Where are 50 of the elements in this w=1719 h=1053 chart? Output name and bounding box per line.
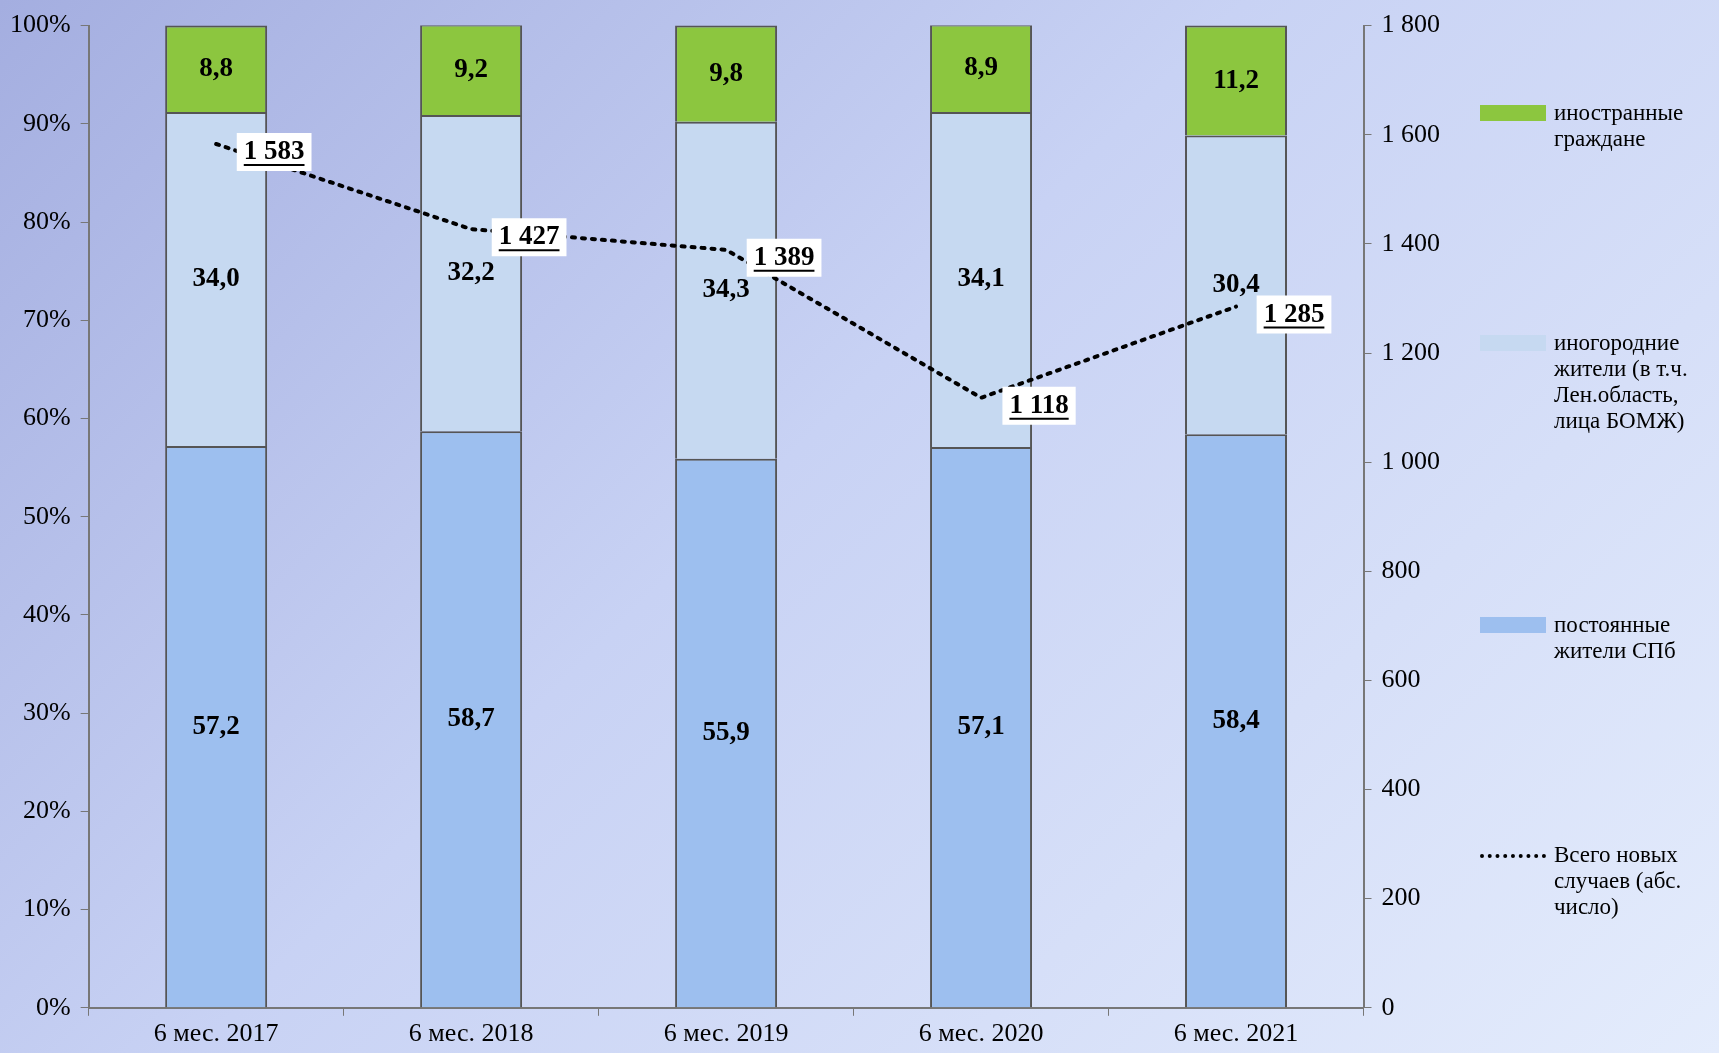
y-tick-label: 50% — [22, 500, 71, 530]
y2-tick-label: 800 — [1381, 555, 1421, 585]
x-tick-label: 6 мес. 2017 — [153, 1018, 279, 1048]
y2-tick-label: 1 600 — [1381, 118, 1440, 148]
data-label: 1 583 — [243, 134, 305, 165]
data-label: 55,9 — [702, 715, 750, 746]
y-tick-label: 70% — [22, 304, 71, 334]
y2-tick-label: 1 000 — [1381, 445, 1440, 475]
y-tick-label: 30% — [22, 696, 71, 726]
y2-tick-label: 0 — [1381, 991, 1395, 1021]
data-label: 1 389 — [753, 240, 815, 271]
data-label: 34,1 — [957, 262, 1005, 293]
x-tick-label: 6 мес. 2019 — [663, 1018, 789, 1048]
data-label: 34,0 — [192, 261, 240, 292]
data-label: 58,7 — [447, 702, 495, 733]
legend-label: Всего новых случаев (абс. число) — [1554, 842, 1683, 920]
data-label: 57,1 — [957, 710, 1005, 741]
x-tick-label: 6 мес. 2018 — [408, 1018, 534, 1048]
data-label: 58,4 — [1212, 703, 1260, 734]
y-tick-label: 100% — [9, 9, 71, 39]
data-label: 1 427 — [498, 220, 560, 251]
y-tick-label: 80% — [22, 205, 71, 235]
data-label: 11,2 — [1213, 63, 1259, 94]
data-label: 30,4 — [1212, 267, 1260, 298]
data-label: 34,3 — [702, 273, 750, 304]
data-label: 32,2 — [447, 256, 495, 287]
y-tick-label: 20% — [22, 795, 71, 825]
legend-label: постоянные жители СПб — [1554, 612, 1677, 664]
data-label: 57,2 — [192, 709, 240, 740]
data-label: 9,2 — [454, 52, 488, 83]
y-tick-label: 0% — [35, 991, 71, 1021]
x-tick-label: 6 мес. 2020 — [918, 1018, 1044, 1048]
data-label: 1 285 — [1263, 297, 1325, 328]
data-label: 8,9 — [964, 51, 998, 82]
y2-tick-label: 600 — [1381, 664, 1421, 694]
y-tick-label: 60% — [22, 402, 71, 432]
y-tick-label: 10% — [22, 893, 71, 923]
y2-tick-label: 1 200 — [1381, 336, 1440, 366]
data-label: 1 118 — [1009, 388, 1069, 419]
data-label: 8,8 — [199, 51, 234, 82]
y-tick-label: 90% — [22, 107, 71, 137]
y2-tick-label: 1 400 — [1381, 227, 1440, 257]
legend-label: иностранные граждане — [1554, 100, 1685, 152]
y2-tick-label: 1 800 — [1381, 9, 1440, 39]
y2-tick-label: 400 — [1381, 773, 1421, 803]
y2-tick-label: 200 — [1381, 882, 1421, 912]
legend-label: иногородние жители (в т.ч. Лен.область, лица БОМЖ) — [1554, 330, 1689, 434]
data-label: 9,8 — [709, 56, 743, 87]
y-tick-label: 40% — [22, 598, 71, 628]
x-tick-label: 6 мес. 2021 — [1173, 1018, 1299, 1048]
